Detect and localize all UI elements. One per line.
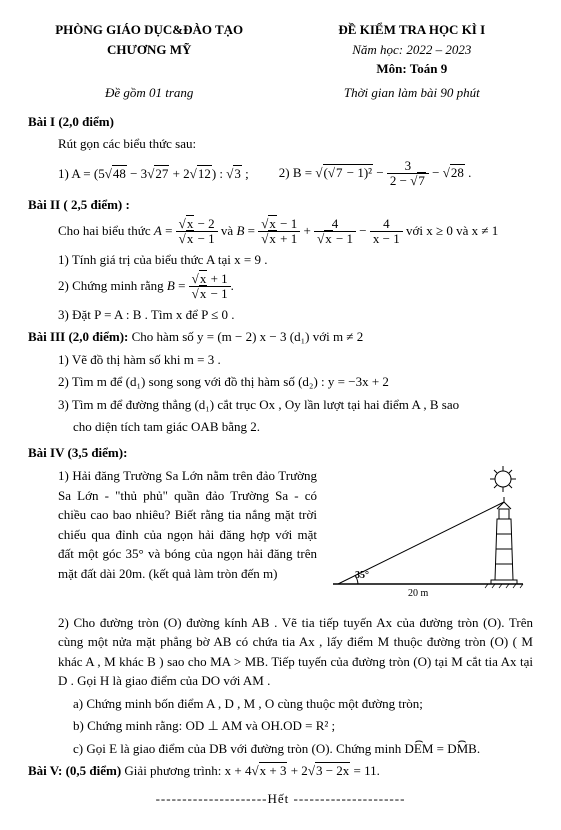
b2-q3: 3) Đặt P = A : B . Tìm x để P ≤ 0 . <box>28 305 533 325</box>
b1-expr-1: 1) A = (548 − 327 + 212) : 3 ; <box>58 164 249 184</box>
b2-title: Bài II ( 2,5 điểm) : <box>28 195 533 215</box>
org-line-2: CHƯƠNG MỸ <box>28 40 270 60</box>
header-row: PHÒNG GIÁO DỤC&ĐÀO TẠO CHƯƠNG MỸ ĐỀ KIỂM… <box>28 20 533 79</box>
subheader-row: Đề gồm 01 trang Thời gian làm bài 90 phú… <box>28 83 533 103</box>
org-line-1: PHÒNG GIÁO DỤC&ĐÀO TẠO <box>28 20 270 40</box>
b1-expr-2: 2) B = (7 − 1)² − 32 − 7 − 28 . <box>279 159 472 189</box>
b4-c: c) Gọi E là giao điểm của DB với đường t… <box>28 739 533 759</box>
dist-label: 20 m <box>408 588 429 599</box>
b4-p2: 2) Cho đường tròn (O) đường kính AB . Vẽ… <box>28 613 533 691</box>
b1-expressions: 1) A = (548 − 327 + 212) : 3 ; 2) B = (7… <box>28 159 533 189</box>
b2-intro: Cho hai biểu thức A = x − 2x − 1 và B = … <box>28 217 533 247</box>
b5-line: Bài V: (0,5 điểm) Giải phương trình: x +… <box>28 761 533 781</box>
b1-title: Bài I (2,0 điểm) <box>28 112 533 132</box>
angle-label: 35° <box>355 570 369 581</box>
b4-title: Bài IV (3,5 điểm): <box>28 443 533 463</box>
exam-subject: Môn: Toán 9 <box>291 59 533 79</box>
lighthouse-svg: 35° 20 m <box>323 464 533 604</box>
lighthouse-figure: 35° 20 m <box>323 464 533 610</box>
b4-part1-row: 1) Hải đăng Trường Sa Lớn nằm trên đảo T… <box>28 464 533 610</box>
b2-q2: 2) Chứng minh rằng B = x + 1x − 1. <box>28 272 533 302</box>
b2-q1: 1) Tính giá trị của biểu thức A tại x = … <box>28 250 533 270</box>
footer: ---------------------Hết ---------------… <box>28 789 533 809</box>
header-left: PHÒNG GIÁO DỤC&ĐÀO TẠO CHƯƠNG MỸ <box>28 20 270 79</box>
b3-q1: 1) Vẽ đồ thị hàm số khi m = 3 . <box>28 350 533 370</box>
b3-q2: 2) Tìm m để (d₁) song song với đồ thị hà… <box>28 372 533 392</box>
b4-a: a) Chứng minh bốn điểm A , D , M , O cùn… <box>28 694 533 714</box>
header-right: ĐỀ KIỂM TRA HỌC KÌ I Năm học: 2022 – 202… <box>291 20 533 79</box>
b3-q3b: cho diện tích tam giác OAB bằng 2. <box>28 417 533 437</box>
b3-q3a: 3) Tìm m để đường thẳng (d₁) cắt trục Ox… <box>28 395 533 415</box>
exam-year: Năm học: 2022 – 2023 <box>291 40 533 60</box>
exam-title: ĐỀ KIỂM TRA HỌC KÌ I <box>291 20 533 40</box>
exam-time: Thời gian làm bài 90 phút <box>291 83 533 103</box>
page-count: Đề gồm 01 trang <box>28 83 270 103</box>
b4-p1: 1) Hải đăng Trường Sa Lớn nằm trên đảo T… <box>28 466 317 583</box>
b1-intro: Rút gọn các biểu thức sau: <box>28 134 533 154</box>
b3-title: Bài III (2,0 điểm): Cho hàm số y = (m − … <box>28 327 533 347</box>
